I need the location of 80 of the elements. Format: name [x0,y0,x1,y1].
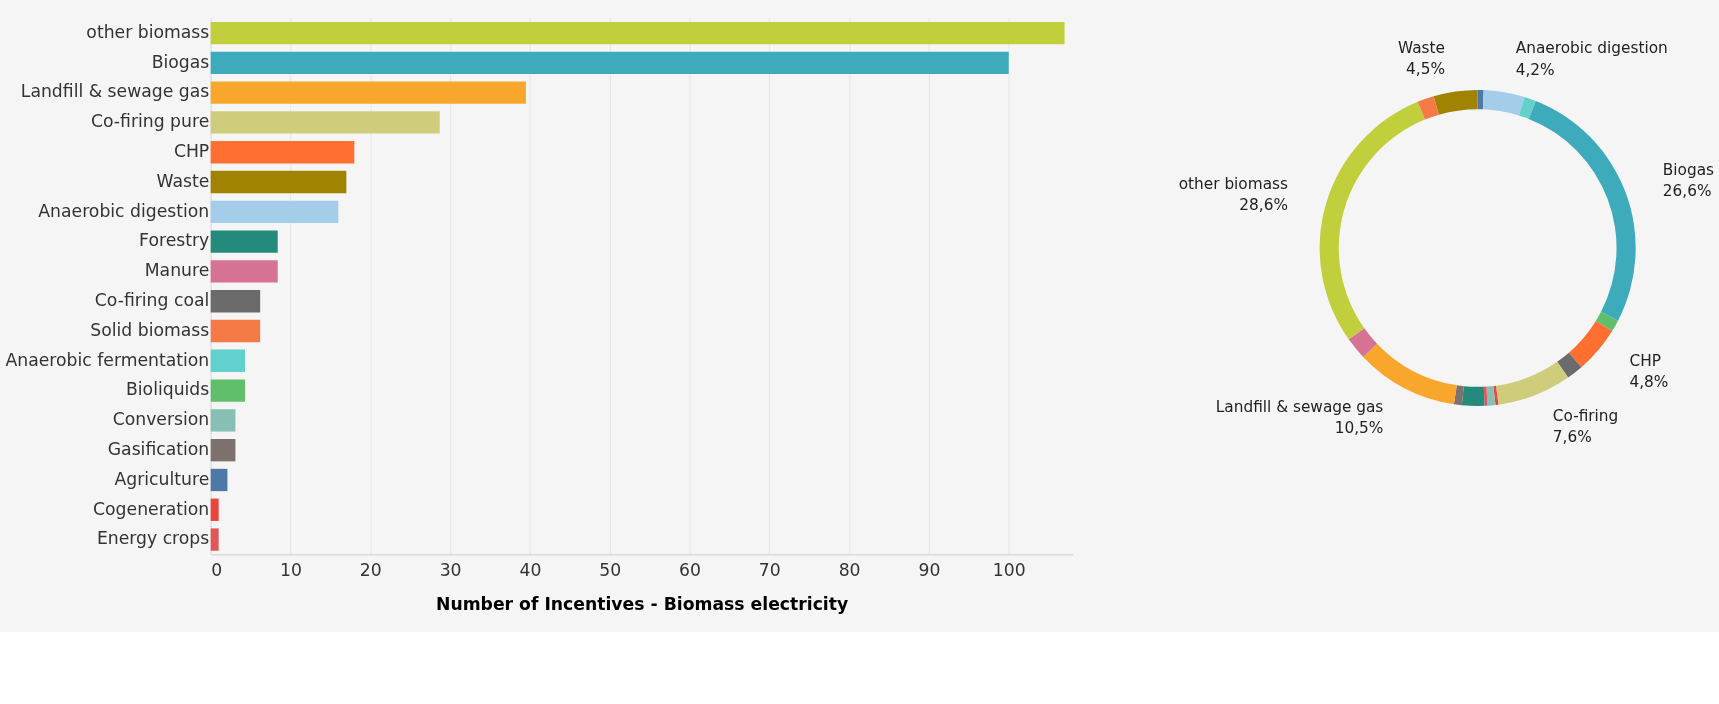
x-tick-label: 40 [519,560,542,580]
y-tick-label: Energy crops [96,528,210,549]
x-tick-label: 30 [439,560,462,580]
x-tick-label: 60 [679,560,701,580]
slice-label: Anaerobic digestion [1515,39,1668,58]
bar [210,81,526,104]
y-tick-label: Anaerobic fermentation [5,349,210,370]
bar [210,111,440,134]
donut-slice [1595,311,1619,331]
donut-slice [1348,328,1378,357]
y-tick-label: Landfill & sewage gas [20,81,210,102]
bar [210,21,1065,45]
donut-slice [1486,385,1496,406]
x-tick-label: 0 [211,560,223,580]
bar [210,141,355,164]
x-tick-label: 50 [599,560,622,580]
y-tick-label: Co-firing coal [94,290,210,310]
y-tick-label: Solid biomass [90,319,210,340]
bar [210,409,236,432]
y-tick-label: Waste [156,170,210,191]
data-label: 26,6% [1662,182,1712,201]
y-tick-label: Agriculture [114,468,210,489]
bar [210,200,339,223]
slice-label: Landfill & sewage gas [1215,398,1384,417]
data-label: 4,8% [1629,373,1669,392]
data-label: 28,6% [1239,195,1288,214]
x-tick-label: 20 [359,560,382,580]
donut-slice [1453,385,1464,406]
y-tick-label: CHP [173,141,210,162]
x-tick-label: 90 [918,560,941,580]
slice-label: other biomass [1178,174,1289,193]
donut-slice [1461,386,1485,407]
donut-slice [1482,90,1525,116]
donut-slice [1477,89,1484,110]
y-tick-label: Gasification [107,438,210,459]
data-label: 4,5% [1406,59,1445,78]
donut-slice [1568,320,1613,368]
donut-slice [1528,101,1636,321]
donut-slice [1319,101,1425,340]
y-tick-label: Conversion [112,409,210,430]
bar [210,260,278,283]
bar [210,290,261,313]
data-label: 10,5% [1334,419,1384,438]
donut-slice [1518,97,1536,119]
y-tick-label: Cogeneration [93,498,210,519]
bar [210,170,347,194]
x-tick-label: 10 [280,560,302,580]
bar [210,528,219,551]
bar [210,498,219,521]
bar [210,349,245,372]
y-tick-label: Biogas [151,51,210,72]
data-label: 4,2% [1515,60,1555,79]
donut-slice [1493,385,1499,406]
y-tick-label: Manure [144,260,210,281]
bar [210,230,278,253]
x-tick-label: 80 [838,560,861,580]
donut-slice [1495,361,1569,405]
donut-slice [1363,343,1457,405]
bar [210,51,1009,75]
donut-slice [1433,89,1478,115]
y-tick-label: Co-firing pure [90,111,210,132]
bar [210,439,236,462]
y-tick-label: Anaerobic digestion [38,200,210,221]
data-label: 7,6% [1552,427,1592,446]
y-tick-label: Bioliquids [126,379,210,400]
x-tick-label: 70 [758,560,781,580]
y-tick-label: Forestry [139,230,210,251]
slice-label: Biogas [1662,161,1715,180]
bar [210,379,245,402]
donut-slice [1417,96,1439,120]
x-tick-label: 100 [992,560,1026,580]
slice-label: CHP [1629,352,1661,371]
slice-label: Co-firing [1552,406,1619,425]
x-axis-title: Number of Incentives - Biomass electricity [436,594,849,615]
donut-slice [1483,386,1488,406]
bar [210,319,261,343]
slice-label: Waste [1397,38,1445,57]
bar [210,468,228,492]
y-tick-label: other biomass [86,21,210,42]
donut-slice [1557,352,1582,378]
